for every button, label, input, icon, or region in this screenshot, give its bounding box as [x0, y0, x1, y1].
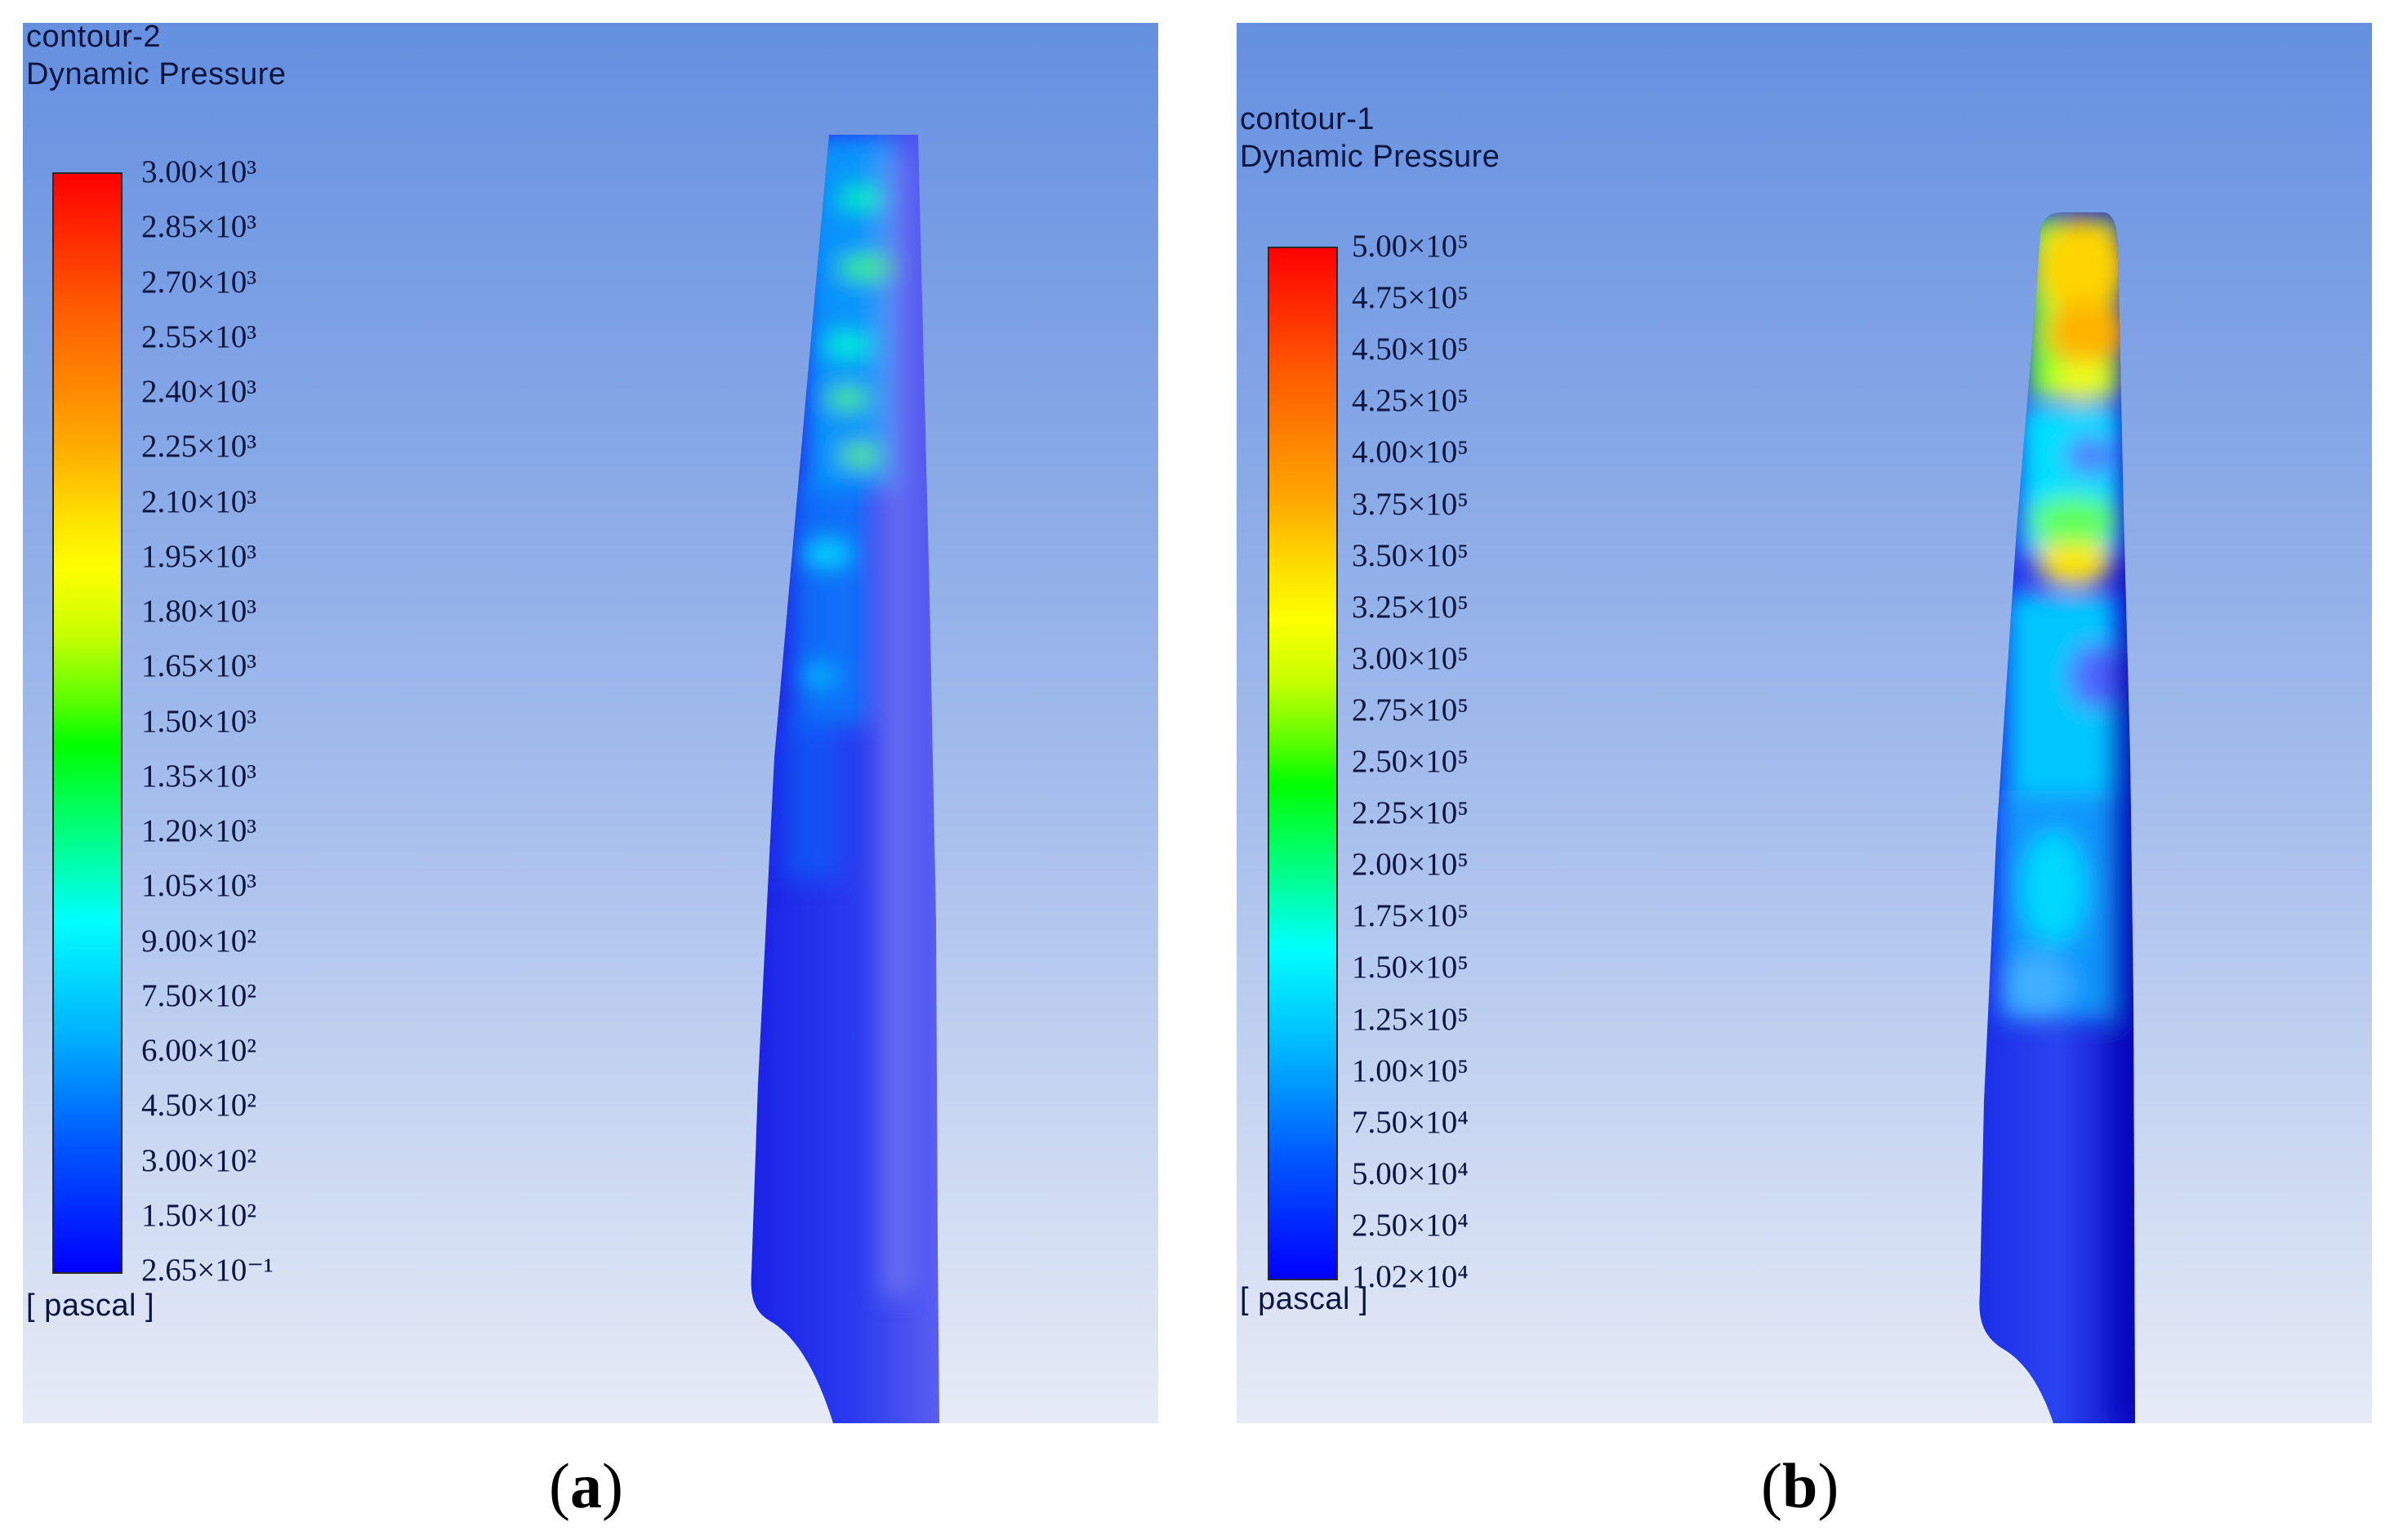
- colorbar-labels-b: 5.00×10⁵ 4.75×10⁵ 4.50×10⁵ 4.25×10⁵ 4.00×10⁵…: [1352, 229, 1548, 1294]
- colorbar-tick-label: 1.50×10⁵: [1352, 950, 1469, 986]
- blade-contour-plot-a[interactable]: [23, 23, 1158, 1423]
- colorbar-tick-label: 2.00×10⁵: [1352, 847, 1469, 883]
- variable-name-a: Dynamic Pressure: [26, 57, 287, 91]
- colorbar-tick-label: 1.75×10⁵: [1352, 898, 1469, 934]
- colorbar-tick-label: 2.25×10³: [141, 429, 256, 465]
- unit-label-b: [ pascal ]: [1240, 1282, 1369, 1316]
- colorbar-tick-label: 7.50×10²: [141, 977, 256, 1013]
- colorbar-tick-label: 3.00×10⁵: [1352, 640, 1469, 676]
- colorbar-tick-label: 3.50×10⁵: [1352, 537, 1469, 573]
- caption-letter-b: b: [1781, 1450, 1818, 1521]
- colorbar-tick-label: 3.00×10³: [141, 154, 256, 189]
- colorbar-tick-label: 1.02×10⁴: [1352, 1259, 1469, 1294]
- colorbar-tick-label: 4.75×10⁵: [1352, 280, 1469, 316]
- colorbar-tick-label: 1.05×10³: [141, 868, 256, 904]
- contour-name-a: contour-2: [26, 23, 162, 54]
- blade-a: [751, 135, 939, 1423]
- colorbar-tick-label: 1.20×10³: [141, 813, 256, 848]
- caption-b: (b): [1761, 1450, 1839, 1521]
- colorbar-tick-label: 4.00×10⁵: [1352, 434, 1469, 470]
- colorbar-tick-label: 2.50×10⁵: [1352, 744, 1469, 779]
- blade-b: [1979, 212, 2135, 1423]
- colorbar-tick-label: 2.40×10³: [141, 374, 256, 409]
- contour-name-b: contour-1: [1240, 102, 1375, 136]
- colorbar-tick-label: 1.00×10⁵: [1352, 1053, 1469, 1088]
- colorbar-tick-label: 5.00×10⁵: [1352, 229, 1469, 264]
- colorbar-tick-label: 1.25×10⁵: [1352, 1001, 1469, 1037]
- variable-name-b: Dynamic Pressure: [1240, 140, 1500, 174]
- colorbar-tick-label: 2.65×10⁻¹: [141, 1253, 274, 1288]
- colorbar-tick-label: 7.50×10⁴: [1352, 1104, 1469, 1140]
- colorbar-tick-label: 2.50×10⁴: [1352, 1207, 1469, 1243]
- colorbar-tick-label: 2.85×10³: [141, 209, 256, 245]
- colorbar-b: [1268, 247, 1338, 1280]
- colorbar-tick-label: 9.00×10²: [141, 923, 256, 959]
- colorbar-labels-a: 3.00×10³ 2.85×10³ 2.70×10³ 2.55×10³ 2.40×10³…: [141, 154, 337, 1288]
- colorbar-tick-label: 2.70×10³: [141, 264, 256, 300]
- colorbar-tick-label: 2.75×10⁵: [1352, 692, 1469, 728]
- colorbar-tick-label: 1.35×10³: [141, 758, 256, 794]
- colorbar-a: [52, 172, 123, 1274]
- pressure-field-a: [782, 137, 913, 1297]
- caption-letter-a: a: [569, 1450, 602, 1521]
- blade-contour-plot-b[interactable]: [1237, 23, 2372, 1423]
- colorbar-tick-label: 2.10×10³: [141, 483, 256, 519]
- colorbar-tick-label: 3.75×10⁵: [1352, 486, 1469, 522]
- colorbar-tick-label: 1.50×10²: [141, 1197, 256, 1233]
- colorbar-tick-label: 3.00×10²: [141, 1142, 256, 1178]
- colorbar-tick-label: 1.65×10³: [141, 648, 256, 684]
- colorbar-tick-label: 1.80×10³: [141, 594, 256, 629]
- colorbar-tick-label: 3.25×10⁵: [1352, 589, 1469, 625]
- colorbar-tick-label: 2.25×10⁵: [1352, 795, 1469, 831]
- colorbar-tick-label: 1.50×10³: [141, 703, 256, 739]
- caption-a: (a): [549, 1450, 623, 1521]
- unit-label-a: [ pascal ]: [26, 1289, 155, 1323]
- colorbar-tick-label: 4.50×10⁵: [1352, 332, 1469, 367]
- viewport-panel-a[interactable]: contour-2 Dynamic Pressure 3.00×10³ 2.85×…: [23, 23, 1158, 1423]
- colorbar-tick-label: 6.00×10²: [141, 1033, 256, 1068]
- pressure-field-b: [2000, 219, 2135, 1419]
- colorbar-tick-label: 5.00×10⁴: [1352, 1155, 1469, 1191]
- colorbar-tick-label: 4.25×10⁵: [1352, 383, 1469, 419]
- viewport-panel-b[interactable]: contour-1 Dynamic Pressure 5.00×10⁵ 4.75×…: [1237, 23, 2372, 1423]
- colorbar-tick-label: 1.95×10³: [141, 538, 256, 574]
- colorbar-tick-label: 4.50×10²: [141, 1088, 256, 1124]
- colorbar-tick-label: 2.55×10³: [141, 318, 256, 354]
